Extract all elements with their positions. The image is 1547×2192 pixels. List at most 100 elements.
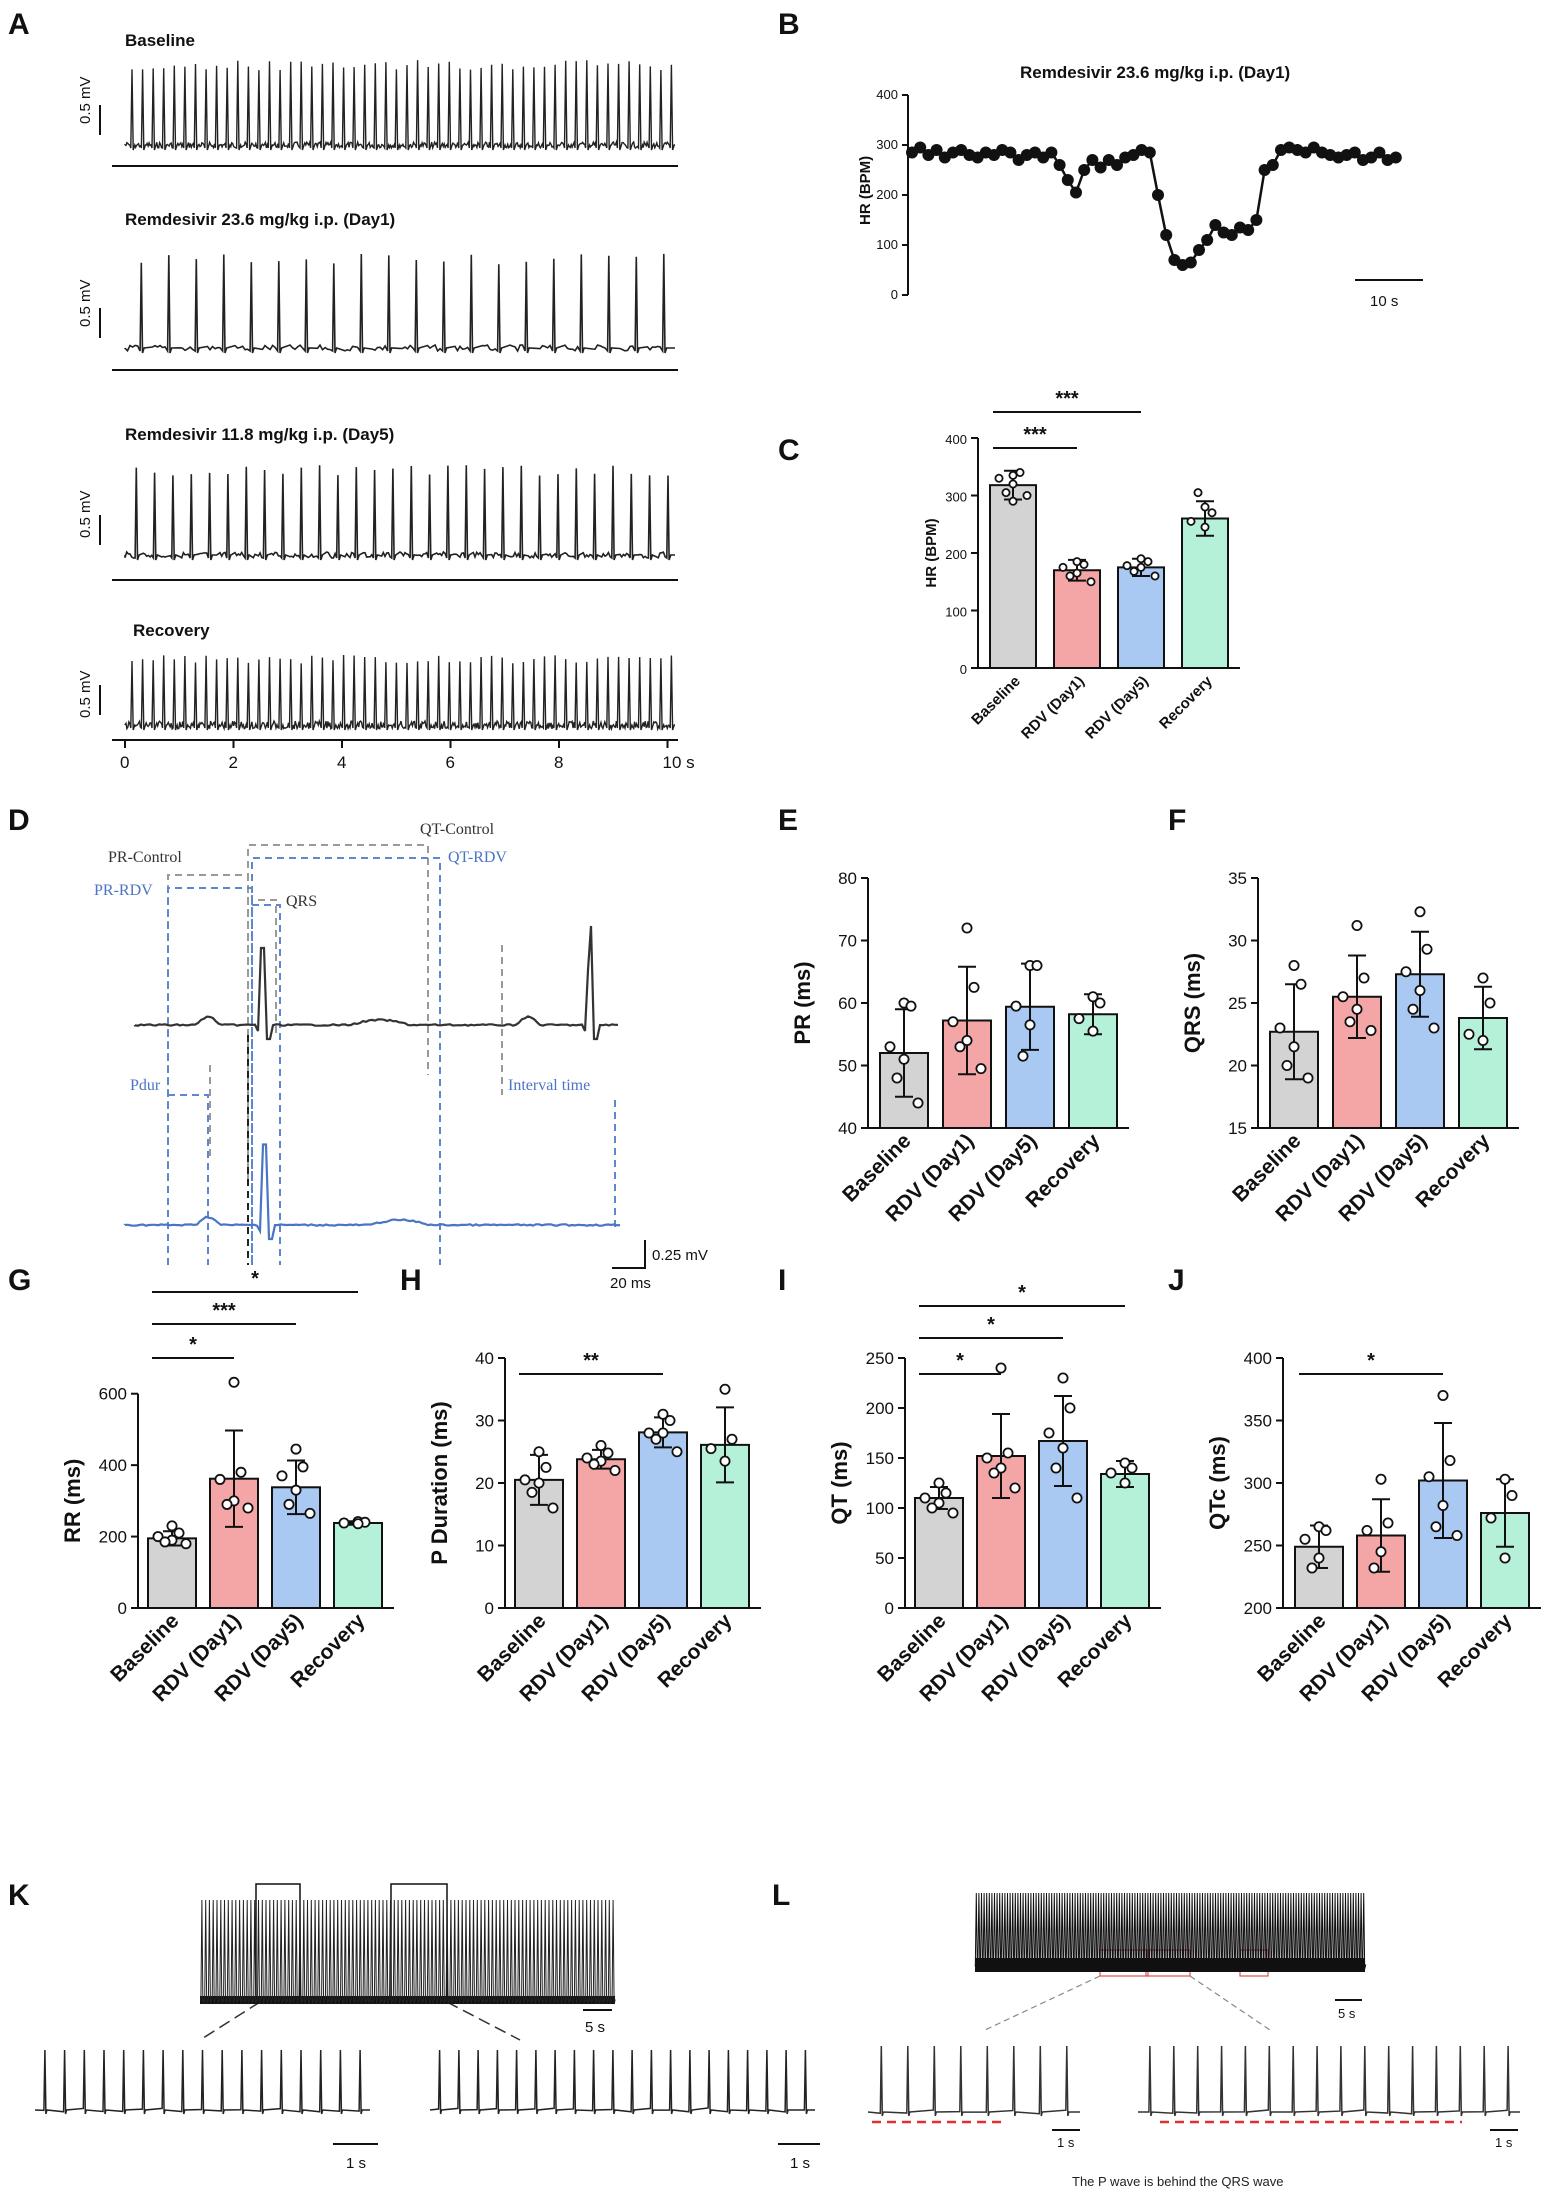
ytick-label: 100: [866, 1499, 894, 1518]
data-point: [1200, 502, 1210, 512]
data-point: [1337, 991, 1349, 1003]
b-point: [1111, 159, 1123, 171]
l-scale-label-1: 1 s: [1057, 2135, 1075, 2150]
b-point: [1061, 174, 1074, 186]
data-point: [657, 1427, 669, 1439]
data-point: [1485, 1512, 1497, 1524]
data-point: [609, 1465, 621, 1477]
ytick-label: 250: [866, 1349, 894, 1368]
data-point: [297, 1461, 309, 1473]
ecg-recovery: [124, 655, 675, 732]
ylabel: QT (ms): [827, 1441, 852, 1524]
panel-b-chart: 0 100 200 300 400: [876, 87, 1402, 302]
label-qt-control: QT-Control: [420, 821, 495, 838]
data-point: [1375, 1546, 1387, 1558]
significance-label: *: [189, 1334, 197, 1356]
panel-label-l: L: [772, 1879, 790, 1912]
data-point: [1288, 960, 1300, 972]
ytick-label: 25: [1228, 994, 1247, 1013]
b-point: [1373, 146, 1386, 159]
data-point: [1057, 1442, 1069, 1454]
data-point: [705, 1443, 717, 1455]
data-point: [1430, 1521, 1442, 1533]
data-point: [1313, 1552, 1325, 1564]
data-point: [1281, 1060, 1293, 1072]
data-point: [1423, 1471, 1435, 1483]
qrs-guide: [258, 899, 277, 1035]
data-point: [595, 1440, 607, 1452]
data-point: [1010, 1000, 1022, 1012]
data-point: [926, 1502, 938, 1514]
label-pr-control: PR-Control: [108, 849, 182, 866]
a-tick-label: 2: [229, 753, 238, 772]
data-point: [954, 1041, 966, 1053]
ytick-label: 300: [945, 490, 967, 505]
data-point: [643, 1427, 655, 1439]
data-point: [1506, 1490, 1518, 1502]
b-point: [1078, 164, 1091, 176]
b-series-line: [911, 145, 1397, 267]
data-point: [526, 1486, 538, 1498]
data-point: [988, 1467, 1000, 1479]
k-scale-label-2: 1 s: [790, 2155, 810, 2172]
data-point: [540, 1461, 552, 1473]
data-point: [159, 1536, 171, 1548]
data-point: [1094, 997, 1106, 1009]
qt-control-guide: [247, 844, 429, 1180]
data-point: [1368, 1562, 1380, 1574]
rdv-guides: [167, 857, 616, 1265]
data-point: [919, 1492, 931, 1504]
data-point: [602, 1447, 614, 1459]
data-point: [1043, 1427, 1055, 1439]
data-point: [1382, 1517, 1394, 1529]
data-point: [912, 1097, 924, 1109]
data-point: [228, 1376, 240, 1388]
data-point: [1499, 1473, 1511, 1485]
data-point: [1058, 562, 1068, 572]
data-point: [1050, 1462, 1062, 1474]
data-point: [283, 1498, 295, 1510]
data-point: [1484, 997, 1496, 1009]
ytick-label: 200: [866, 1399, 894, 1418]
significance-label: *: [1367, 1350, 1375, 1372]
ytick-label: 400: [99, 1456, 127, 1475]
data-point: [214, 1473, 226, 1485]
category-label: RDV (Day1): [1018, 673, 1088, 743]
data-point: [1407, 1003, 1419, 1015]
b-ytick-label: 400: [876, 87, 898, 102]
data-point: [1008, 479, 1018, 489]
label-pdur: Pdur: [130, 1077, 161, 1094]
panel-l-traces: 5 s 1 s 1 s The P wave is behind the QRS…: [872, 1949, 1518, 2189]
data-point: [1129, 566, 1139, 576]
ytick-label: 300: [1244, 1474, 1272, 1493]
data-point: [1150, 571, 1160, 581]
data-point: [664, 1415, 676, 1427]
ytick-label: 350: [1244, 1412, 1272, 1431]
data-point: [1414, 985, 1426, 997]
ytick-label: 30: [1228, 932, 1247, 951]
panel-label-k: K: [8, 1879, 30, 1912]
data-point: [1421, 943, 1433, 955]
bar-rdv-day1-: [576, 1458, 626, 1609]
data-point: [657, 1408, 669, 1420]
label-pr-rdv: PR-RDV: [94, 882, 153, 899]
label-interval-time: Interval time: [508, 1077, 590, 1094]
data-point: [1477, 1035, 1489, 1047]
data-point: [1001, 488, 1011, 498]
data-point: [519, 1474, 531, 1486]
data-point: [961, 922, 973, 934]
ytick-label: 70: [838, 932, 857, 951]
data-point: [933, 1477, 945, 1489]
data-point: [1031, 960, 1043, 972]
data-point: [1414, 906, 1426, 918]
data-point: [961, 1035, 973, 1047]
significance-label: *: [1018, 1282, 1026, 1304]
bar-rdv-day5-: [1038, 1440, 1088, 1609]
data-point: [1024, 1019, 1036, 1031]
data-point: [671, 1446, 683, 1458]
panel-b-title: Remdesivir 23.6 mg/kg i.p. (Day1): [1020, 63, 1290, 82]
ylabel: QTc (ms): [1205, 1436, 1230, 1530]
